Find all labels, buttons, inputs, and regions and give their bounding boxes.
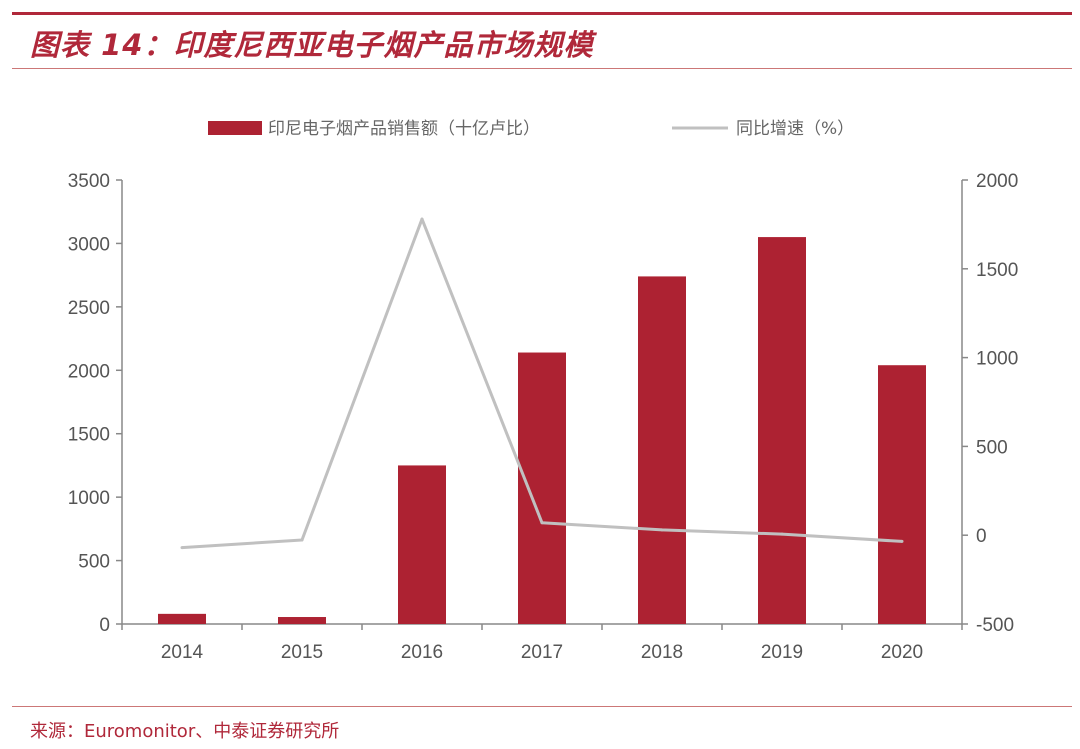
growth-point-2017 <box>540 521 544 525</box>
growth-point-2015 <box>300 538 304 542</box>
x-tick-label: 2014 <box>161 642 204 663</box>
page-title: 图表 14：印度尼西亚电子烟产品市场规模 <box>30 28 594 62</box>
header-divider <box>12 68 1072 69</box>
bar-series <box>158 237 926 625</box>
left-tick-label: 2000 <box>68 361 110 382</box>
footer-divider <box>12 706 1072 707</box>
growth-point-2014 <box>180 546 184 550</box>
right-tick-label: 1000 <box>976 349 1018 370</box>
bar-2019 <box>758 237 806 625</box>
x-tick-label: 2018 <box>641 642 683 663</box>
legend-swatch-sales <box>208 121 262 135</box>
x-tick-label: 2019 <box>761 642 803 663</box>
legend-label-sales: 印尼电子烟产品销售额（十亿卢比） <box>268 119 540 139</box>
growth-point-2019 <box>780 532 784 536</box>
bar-2017 <box>518 352 566 624</box>
bar-2018 <box>638 276 686 624</box>
line-series <box>180 217 904 550</box>
growth-point-2016 <box>420 217 424 221</box>
bar-line-chart: 印尼电子烟产品销售额（十亿卢比） 同比增速（%） 0 500 1000 1500 2000… <box>68 119 1019 663</box>
right-tick-label: 0 <box>976 526 987 547</box>
x-tick-label: 2017 <box>521 642 563 663</box>
right-tick-label: 2000 <box>976 171 1018 192</box>
left-tick-label: 2500 <box>68 298 110 319</box>
left-tick-label: 0 <box>99 615 110 636</box>
chart-legend: 印尼电子烟产品销售额（十亿卢比） 同比增速（%） <box>208 119 854 139</box>
right-y-axis: -500 0 500 1000 1500 2000 <box>961 171 1018 636</box>
left-tick-label: 1500 <box>68 425 110 446</box>
left-y-axis: 0 500 1000 1500 2000 2500 3000 3500 <box>68 171 123 636</box>
growth-point-2018 <box>660 528 664 532</box>
bar-2015 <box>278 617 326 624</box>
right-tick-label: 500 <box>976 437 1008 458</box>
source-note: 来源：Euromonitor、中泰证券研究所 <box>30 721 340 742</box>
left-tick-label: 500 <box>78 552 110 573</box>
left-tick-label: 1000 <box>68 488 110 509</box>
x-tick-label: 2016 <box>401 642 443 663</box>
left-tick-label: 3000 <box>68 234 110 255</box>
legend-label-growth: 同比增速（%） <box>736 119 854 139</box>
x-axis: 2014 2015 2016 2017 2018 2019 2020 <box>121 623 963 663</box>
left-tick-label: 3500 <box>68 171 110 192</box>
bar-2016 <box>398 465 446 624</box>
x-tick-label: 2015 <box>281 642 323 663</box>
bar-2014 <box>158 613 206 624</box>
bar-2020 <box>878 365 926 624</box>
right-tick-label: -500 <box>976 615 1014 636</box>
growth-point-2020 <box>900 539 904 543</box>
header-top-rule <box>12 12 1072 15</box>
x-tick-label: 2020 <box>881 642 923 663</box>
right-tick-label: 1500 <box>976 260 1018 281</box>
